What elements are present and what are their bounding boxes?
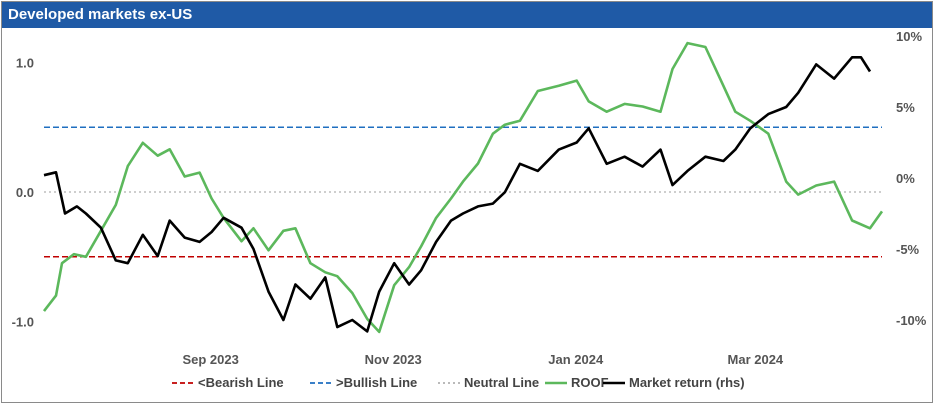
market-return-line [43,55,872,333]
legend-label: Market return (rhs) [629,375,745,390]
legend-label: >Bullish Line [336,375,417,390]
right-axis-tick: -10% [896,313,927,328]
legend-label: Neutral Line [464,375,539,390]
x-axis-tick: Jan 2024 [548,352,604,367]
legend-label: <Bearish Line [198,375,284,390]
left-axis-tick: -1.0 [12,315,34,330]
right-axis-tick: 5% [896,100,915,115]
left-axis-tick: 0.0 [16,185,34,200]
chart-title: Developed markets ex-US [2,2,932,28]
right-axis-tick: -5% [896,242,920,257]
left-axis-tick: 1.0 [16,56,34,71]
roof-line [42,41,884,334]
right-axis-tick: 0% [896,171,915,186]
legend-label: ROOF [571,375,609,390]
x-axis-tick: Nov 2023 [365,352,422,367]
x-axis-tick: Sep 2023 [182,352,238,367]
right-axis-tick: 10% [896,29,922,44]
x-axis-tick: Mar 2024 [728,352,784,367]
